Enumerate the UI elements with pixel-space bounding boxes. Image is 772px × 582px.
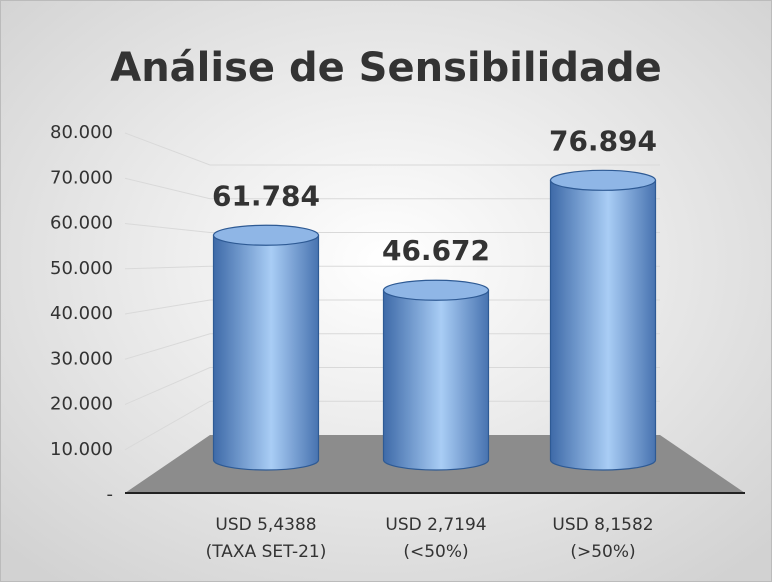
chart-title: Análise de Sensibilidade	[110, 45, 661, 91]
x-tick-label: (TAXA SET-21)	[206, 542, 327, 562]
cylinder-top	[212, 224, 320, 246]
y-tick-label: 40.000	[50, 303, 113, 324]
y-tick-label: 80.000	[50, 122, 113, 143]
y-tick-label: -	[107, 484, 114, 505]
x-tick-label: USD 8,1582	[552, 515, 653, 535]
grid-line	[124, 132, 660, 166]
cylinder	[382, 289, 490, 471]
cylinder	[212, 234, 320, 471]
x-tick-label: USD 5,4388	[215, 515, 316, 535]
value-label: 46.672	[382, 234, 490, 267]
grid-line	[124, 367, 660, 405]
value-label: 61.784	[212, 179, 320, 212]
grid-line	[124, 400, 660, 451]
y-tick-label: 70.000	[50, 167, 113, 188]
cylinder	[549, 179, 657, 471]
y-tick-label: 50.000	[50, 258, 113, 279]
x-tick-label: (<50%)	[403, 542, 468, 562]
cylinder-top	[549, 169, 657, 191]
y-tick-label: 10.000	[50, 439, 113, 460]
value-label: 76.894	[549, 124, 657, 157]
y-tick-label: 20.000	[50, 394, 113, 415]
grid-line	[124, 299, 660, 315]
cylinder-top	[382, 279, 490, 301]
x-tick-label: (>50%)	[570, 542, 635, 562]
y-tick-label: 30.000	[50, 348, 113, 369]
x-tick-label: USD 2,7194	[385, 515, 486, 535]
grid-line	[124, 265, 660, 270]
grid-line	[124, 223, 660, 233]
grid-line	[124, 333, 660, 360]
grid-line	[124, 177, 660, 200]
y-tick-label: 60.000	[50, 213, 113, 234]
